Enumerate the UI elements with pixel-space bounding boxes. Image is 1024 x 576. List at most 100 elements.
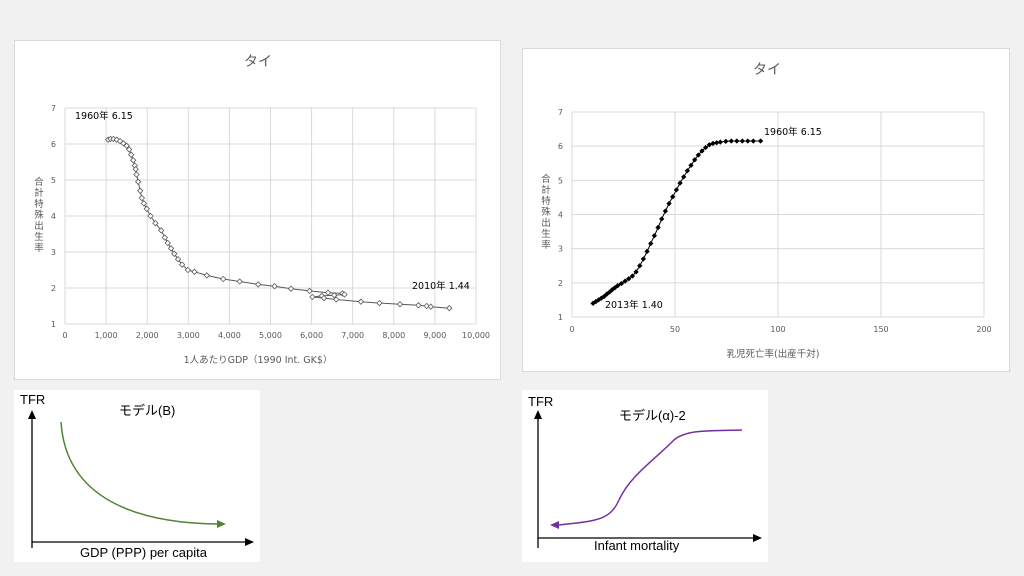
y-tick-label: 7 <box>558 108 563 117</box>
data-point <box>341 291 348 298</box>
data-point <box>423 302 430 310</box>
model-alpha2-diagram: TFR モデル(α)-2 Infant mortality <box>522 390 768 562</box>
data-point <box>658 216 665 222</box>
data-point <box>680 174 687 180</box>
y-tick-label: 5 <box>51 176 56 185</box>
data-point <box>688 162 694 169</box>
y-axis-label-char: 計 <box>541 184 551 196</box>
data-point <box>178 261 186 268</box>
data-point <box>320 294 328 302</box>
x-arrowhead-icon <box>245 538 254 546</box>
data-point <box>662 208 669 214</box>
y-axis-label-char: 出 <box>541 217 551 229</box>
y-tick-label: 2 <box>51 284 56 293</box>
chart-title: タイ <box>244 54 272 70</box>
curve-arrowhead-icon <box>217 520 226 528</box>
gdp-tfr-chart: タイ 0 1,000 2,000 3,000 4,000 5,000 6,000 7,000 8… <box>14 40 501 380</box>
tfr-label: TFR <box>20 392 45 407</box>
data-point <box>255 281 262 288</box>
data-point <box>684 168 691 174</box>
x-axis-label: GDP (PPP) per capita <box>80 545 208 560</box>
y-axis-label-char: 出 <box>34 220 44 232</box>
data-point <box>415 302 422 309</box>
data-point <box>171 250 178 257</box>
y-tick-label: 4 <box>558 211 563 220</box>
x-tick-label: 2,000 <box>136 331 159 340</box>
data-point <box>324 289 332 296</box>
data-point <box>739 138 746 144</box>
data-point <box>143 205 150 212</box>
y-axis-label-char: 率 <box>34 242 44 254</box>
y-axis-label-char: 生 <box>34 231 44 243</box>
data-point <box>137 187 144 194</box>
data-point <box>203 272 210 279</box>
x-axis-label: 1人あたりGDP（1990 Int. GK$） <box>184 354 333 366</box>
y-tick-label: 3 <box>51 248 56 257</box>
data-point <box>140 200 148 207</box>
y-axis-label-char: 特 <box>34 198 44 210</box>
y-axis-label-char: 合 <box>34 176 44 188</box>
data-point <box>125 146 133 153</box>
annotation-1960: 1960年 6.15 <box>75 110 133 122</box>
x-tick-label: 0 <box>569 325 574 334</box>
data-point <box>271 283 278 290</box>
infant-mortality-tfr-series-line <box>592 140 761 304</box>
data-point <box>666 200 672 207</box>
x-tick-label: 150 <box>873 325 888 334</box>
x-axis-label: Infant mortality <box>594 538 680 553</box>
data-point <box>669 193 676 200</box>
data-point <box>123 142 130 149</box>
x-tick-label: 5,000 <box>259 331 282 340</box>
x-tick-label: 50 <box>670 325 680 334</box>
data-point <box>691 157 698 163</box>
chart-title: タイ <box>753 62 781 78</box>
data-point <box>120 140 127 147</box>
x-tick-label: 4,000 <box>218 331 241 340</box>
data-point <box>138 194 146 202</box>
y-tick-label: 6 <box>51 140 56 149</box>
gdp-tfr-chart-svg: タイ 0 1,000 2,000 3,000 4,000 5,000 6,000 7,000 8… <box>34 54 490 366</box>
model-b-diagram: TFR モデル(B) GDP (PPP) per capita <box>14 390 260 562</box>
data-point <box>446 304 453 312</box>
model-alpha2-svg: TFR モデル(α)-2 Infant mortality <box>528 394 762 553</box>
data-point <box>287 285 295 292</box>
data-point <box>677 180 683 186</box>
data-point <box>396 301 404 308</box>
y-tick-label: 2 <box>558 279 563 288</box>
data-point <box>618 280 625 287</box>
model-title: モデル(α)-2 <box>619 408 686 423</box>
data-point <box>699 148 705 154</box>
x-tick-label: 100 <box>770 325 785 334</box>
data-point <box>130 157 137 164</box>
x-tick-label: 9,000 <box>423 331 446 340</box>
data-point <box>644 248 650 255</box>
x-tick-label: 0 <box>62 331 67 340</box>
data-point <box>750 138 757 144</box>
curve-arrowhead-icon <box>550 521 559 529</box>
data-point <box>633 269 639 275</box>
x-tick-label: 7,000 <box>341 331 364 340</box>
data-point <box>757 138 764 144</box>
y-axis-label-char: 特 <box>541 195 551 207</box>
x-tick-label: 1,000 <box>95 331 118 340</box>
y-tick-label: 3 <box>558 245 563 254</box>
data-point <box>626 275 632 282</box>
y-axis-label-char: 殊 <box>541 206 551 218</box>
data-point <box>134 178 142 185</box>
data-point <box>640 256 647 262</box>
data-point <box>376 299 383 307</box>
data-point <box>745 138 751 144</box>
data-point <box>333 296 340 303</box>
data-point <box>622 278 628 284</box>
data-point <box>728 138 735 144</box>
y-axis-label-char: 率 <box>541 239 551 251</box>
data-point <box>236 278 243 285</box>
y-tick-label: 4 <box>51 212 56 221</box>
annotation-1960: 1960年 6.15 <box>764 126 822 138</box>
data-point <box>673 187 680 193</box>
data-point <box>306 287 313 295</box>
x-tick-label: 8,000 <box>382 331 405 340</box>
y-axis-label-char: 殊 <box>34 209 44 221</box>
y-tick-label: 1 <box>558 313 563 322</box>
